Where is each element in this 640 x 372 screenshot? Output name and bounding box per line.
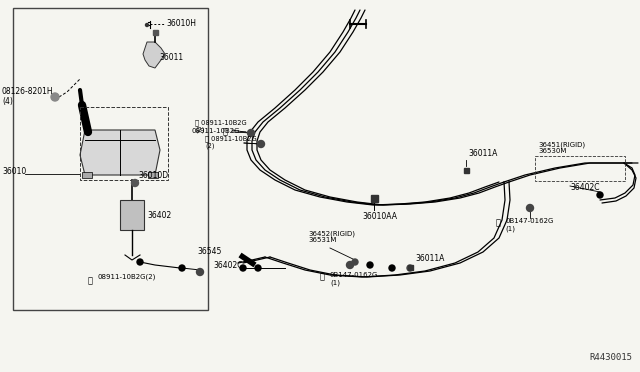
Circle shape: [257, 141, 264, 148]
Circle shape: [367, 262, 373, 268]
Polygon shape: [82, 172, 92, 178]
Text: 36452(RIGID): 36452(RIGID): [308, 231, 355, 237]
Text: R4430015: R4430015: [589, 353, 632, 362]
Text: 36010: 36010: [2, 167, 26, 176]
Text: 08911-10B2G(2): 08911-10B2G(2): [98, 274, 156, 280]
Circle shape: [248, 129, 255, 137]
Text: Ⓝ: Ⓝ: [496, 218, 501, 227]
Text: 08911-10B2G—: 08911-10B2G—: [192, 128, 248, 134]
Bar: [463, 167, 468, 173]
Circle shape: [145, 23, 148, 26]
Circle shape: [196, 269, 204, 276]
Text: 36402: 36402: [147, 211, 172, 219]
Text: 36011A: 36011A: [415, 254, 444, 263]
Text: 36530M: 36530M: [538, 148, 566, 154]
Text: (1): (1): [505, 226, 515, 232]
Text: 36545: 36545: [198, 247, 222, 257]
Bar: [80, 107, 168, 180]
Text: (1): (1): [330, 280, 340, 286]
Text: 36402C: 36402C: [570, 183, 600, 192]
Bar: [371, 195, 378, 202]
Circle shape: [137, 259, 143, 265]
Text: 36010D: 36010D: [138, 171, 168, 180]
Circle shape: [131, 180, 138, 186]
Circle shape: [346, 262, 353, 269]
Circle shape: [527, 205, 534, 212]
Text: 0B147-0162G: 0B147-0162G: [505, 218, 554, 224]
Polygon shape: [148, 172, 158, 178]
Polygon shape: [80, 130, 160, 175]
Text: Ⓝ: Ⓝ: [88, 276, 93, 285]
Text: 36011A: 36011A: [468, 149, 497, 158]
Text: (2): (2): [205, 142, 214, 149]
Text: Ⓝ 08911-10B2G: Ⓝ 08911-10B2G: [205, 135, 257, 142]
Circle shape: [389, 265, 395, 271]
Text: 0B147-0162G: 0B147-0162G: [330, 272, 378, 278]
Text: Ⓝ: Ⓝ: [320, 272, 325, 281]
Circle shape: [352, 259, 358, 265]
Bar: [535, 156, 625, 181]
Circle shape: [407, 265, 413, 271]
Text: Ⓝ 08911-10B2G: Ⓝ 08911-10B2G: [195, 119, 246, 126]
Text: 36531M: 36531M: [308, 237, 337, 243]
Circle shape: [179, 265, 185, 271]
Circle shape: [51, 93, 59, 101]
Text: (4): (4): [2, 97, 13, 106]
Bar: [152, 29, 157, 35]
Circle shape: [597, 192, 603, 198]
Text: (2): (2): [195, 126, 205, 133]
Circle shape: [255, 265, 261, 271]
Text: 36010AA: 36010AA: [362, 212, 397, 221]
Bar: [408, 264, 413, 269]
Text: 36402C: 36402C: [213, 260, 243, 269]
Bar: [13, 8, 208, 310]
Polygon shape: [120, 200, 144, 230]
Text: 36010H: 36010H: [166, 19, 196, 29]
Text: 36451(RIGID): 36451(RIGID): [538, 141, 585, 148]
Text: Ⓝ: Ⓝ: [223, 127, 228, 136]
Polygon shape: [143, 42, 165, 68]
Circle shape: [240, 265, 246, 271]
Text: 36011: 36011: [159, 54, 183, 62]
Text: 08126-8201H: 08126-8201H: [2, 87, 54, 96]
